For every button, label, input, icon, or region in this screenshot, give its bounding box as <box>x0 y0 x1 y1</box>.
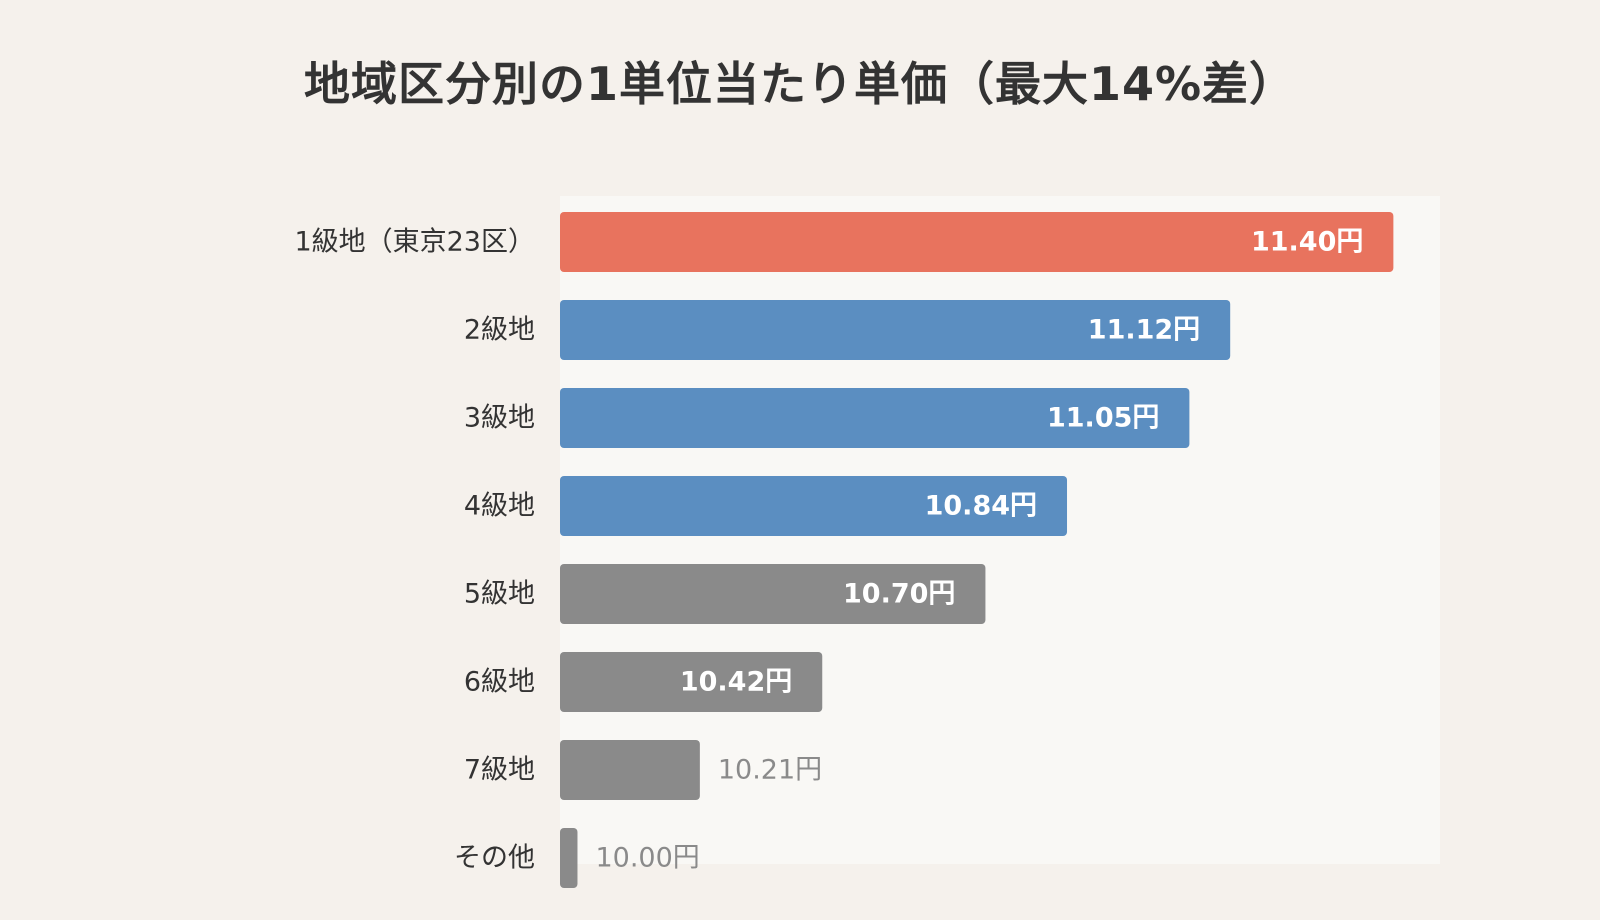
bar <box>560 212 1394 272</box>
value-label: 11.12円 <box>1088 315 1200 346</box>
bar <box>560 740 700 800</box>
category-label: その他 <box>454 843 535 874</box>
category-label: 1級地（東京23区） <box>294 227 535 258</box>
bar <box>560 564 986 624</box>
value-label: 10.42円 <box>680 667 792 698</box>
chart-title: 地域区分別の1単位当たり単価（最大14%差） <box>303 57 1297 111</box>
value-label: 10.70円 <box>843 579 955 610</box>
bar <box>560 388 1190 448</box>
value-label: 11.40円 <box>1251 227 1363 258</box>
category-label: 6級地 <box>464 667 535 698</box>
category-label: 7級地 <box>464 755 535 786</box>
category-label: 3級地 <box>464 403 535 434</box>
value-label: 11.05円 <box>1047 403 1159 434</box>
bar <box>560 828 578 888</box>
value-label: 10.84円 <box>925 491 1037 522</box>
bar <box>560 476 1068 536</box>
value-label: 10.00円 <box>595 843 699 874</box>
bar <box>560 300 1231 360</box>
value-label: 10.21円 <box>718 755 822 786</box>
category-label: 5級地 <box>464 579 535 610</box>
bar <box>560 652 823 712</box>
category-label: 2級地 <box>464 315 535 346</box>
category-label: 4級地 <box>464 491 535 522</box>
